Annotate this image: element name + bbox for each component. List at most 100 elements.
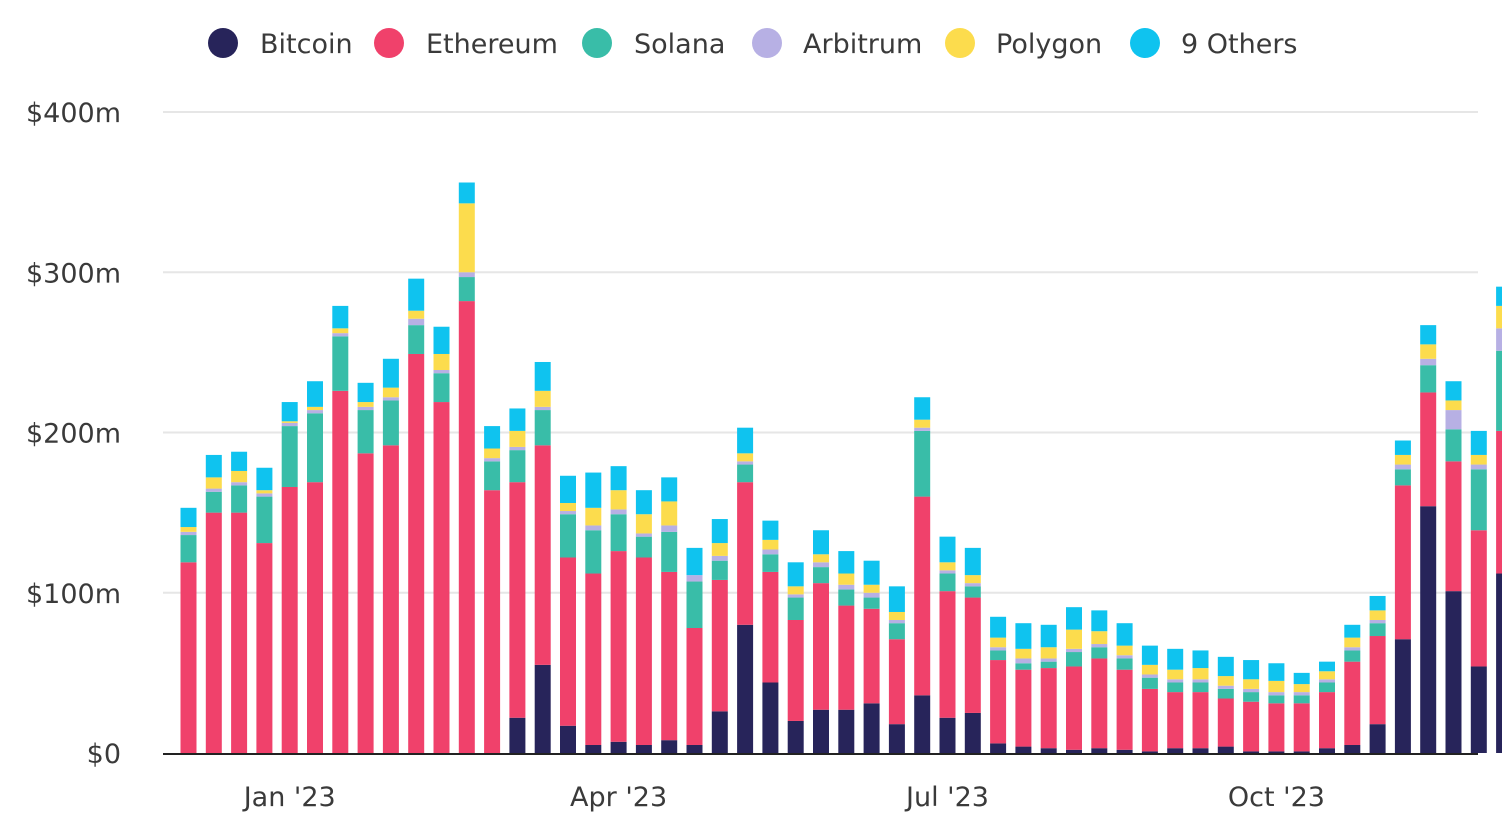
bar-segment-ethereum-48 [1394,485,1411,640]
bar-segment-arbitrum-44 [1293,692,1310,696]
bar-segment-bitcoin-23 [762,682,779,753]
bar-segment-ethereum-10 [433,402,450,753]
bar-segment-9-others-50 [1445,381,1462,401]
bar-segment-arbitrum-9 [408,318,425,326]
bar-segment-polygon-9 [408,310,425,319]
bar-segment-arbitrum-35 [1066,648,1082,653]
bar-segment-arbitrum-10 [433,370,450,374]
bar-segment-polygon-50 [1445,400,1462,411]
bar-segment-9-others-52 [1496,286,1502,306]
bar-segment-polygon-42 [1243,679,1260,689]
legend-label-polygon: Polygon [996,29,1102,60]
bar-segment-arbitrum-13 [509,446,526,451]
bar-segment-bitcoin-16 [585,744,602,753]
bar-segment-arbitrum-4 [281,422,298,427]
bar-segment-polygon-34 [1040,647,1057,659]
bar-segment-solana-8 [382,400,399,446]
bar-segment-ethereum-34 [1040,668,1057,749]
bar-segment-9-others-45 [1319,661,1335,672]
bar-segment-polygon-16 [585,507,602,526]
bar-segment-ethereum-33 [1015,669,1032,747]
bar-segment-9-others-38 [1141,645,1158,665]
bar-segment-polygon-14 [534,390,551,407]
bar-segment-ethereum-52 [1496,430,1502,574]
bar-segment-bitcoin-45 [1319,748,1335,753]
bar-segment-ethereum-35 [1066,666,1082,750]
legend-swatch-9-others [1130,28,1160,58]
bar-segment-solana-21 [711,560,728,580]
bar-segment-arbitrum-0 [180,531,197,536]
bar-segment-polygon-15 [560,503,576,512]
bar-segment-solana-47 [1369,623,1386,637]
bar-segment-ethereum-16 [585,573,602,745]
bar-segment-solana-29 [914,430,931,497]
bar-segment-solana-3 [256,496,273,544]
y-tick-label: $0 [87,739,121,770]
bar-segment-ethereum-24 [787,619,804,721]
bar-segment-bitcoin-28 [888,724,905,753]
bar-segment-solana-15 [560,514,576,558]
bar-segment-polygon-45 [1319,671,1335,680]
bar-segment-polygon-25 [813,554,829,563]
bar-segment-arbitrum-34 [1040,658,1057,662]
bar-segment-bitcoin-49 [1420,506,1437,753]
bars [180,182,1502,753]
bar-segment-arbitrum-8 [382,397,399,401]
bar-segment-9-others-34 [1040,624,1057,648]
bar-segment-ethereum-44 [1293,703,1310,752]
bar-segment-arbitrum-27 [863,592,880,598]
bar-segment-solana-6 [332,336,349,391]
bar-segment-polygon-4 [281,421,298,423]
bar-segment-9-others-37 [1116,623,1133,646]
bar-segment-solana-30 [939,573,956,592]
bar-segment-arbitrum-43 [1268,692,1285,696]
bar-segment-bitcoin-13 [509,717,526,753]
bar-segment-polygon-18 [635,514,652,534]
bar-segment-ethereum-4 [281,486,298,753]
bar-segment-arbitrum-41 [1217,685,1234,689]
bar-segment-polygon-41 [1217,676,1234,686]
bar-segment-arbitrum-20 [686,575,703,582]
bar-segment-arbitrum-36 [1091,644,1108,648]
bar-segment-9-others-48 [1394,440,1411,455]
bar-segment-polygon-39 [1167,669,1184,680]
bar-segment-9-others-11 [458,182,475,204]
bar-segment-bitcoin-38 [1141,751,1158,753]
bar-segment-arbitrum-46 [1344,647,1361,651]
bar-segment-solana-26 [838,589,855,606]
bar-segment-solana-51 [1470,469,1487,531]
bar-segment-ethereum-37 [1116,669,1133,750]
bar-segment-bitcoin-46 [1344,744,1361,753]
bar-segment-polygon-26 [838,573,855,585]
bar-segment-arbitrum-30 [939,570,956,574]
bar-segment-bitcoin-26 [838,709,855,753]
bar-segment-bitcoin-51 [1470,666,1487,753]
bar-segment-bitcoin-33 [1015,746,1032,753]
bar-segment-arbitrum-12 [484,458,501,462]
bar-segment-solana-43 [1268,695,1285,704]
bar-segment-bitcoin-25 [813,709,829,753]
bar-segment-solana-12 [484,461,501,491]
bar-segment-9-others-7 [357,382,374,403]
bar-segment-arbitrum-52 [1496,328,1502,351]
bar-segment-9-others-44 [1293,672,1310,685]
bar-segment-ethereum-9 [408,353,425,753]
bar-segment-ethereum-0 [180,562,197,753]
bar-segment-bitcoin-42 [1243,751,1260,753]
bar-segment-arbitrum-50 [1445,410,1462,430]
bar-segment-polygon-21 [711,543,728,556]
bar-segment-ethereum-26 [838,605,855,710]
bar-segment-solana-46 [1344,650,1361,662]
bar-segment-9-others-21 [711,519,728,544]
legend-swatch-arbitrum [752,28,782,58]
bar-segment-ethereum-32 [990,660,1007,744]
bar-segment-polygon-31 [964,575,981,584]
bar-segment-polygon-38 [1141,664,1158,675]
bar-segment-arbitrum-15 [560,511,576,515]
bar-segment-solana-1 [205,491,222,513]
bar-segment-9-others-6 [332,305,349,329]
legend-label-bitcoin: Bitcoin [260,29,353,60]
bar-segment-polygon-35 [1066,629,1082,649]
bar-segment-9-others-40 [1192,650,1209,669]
